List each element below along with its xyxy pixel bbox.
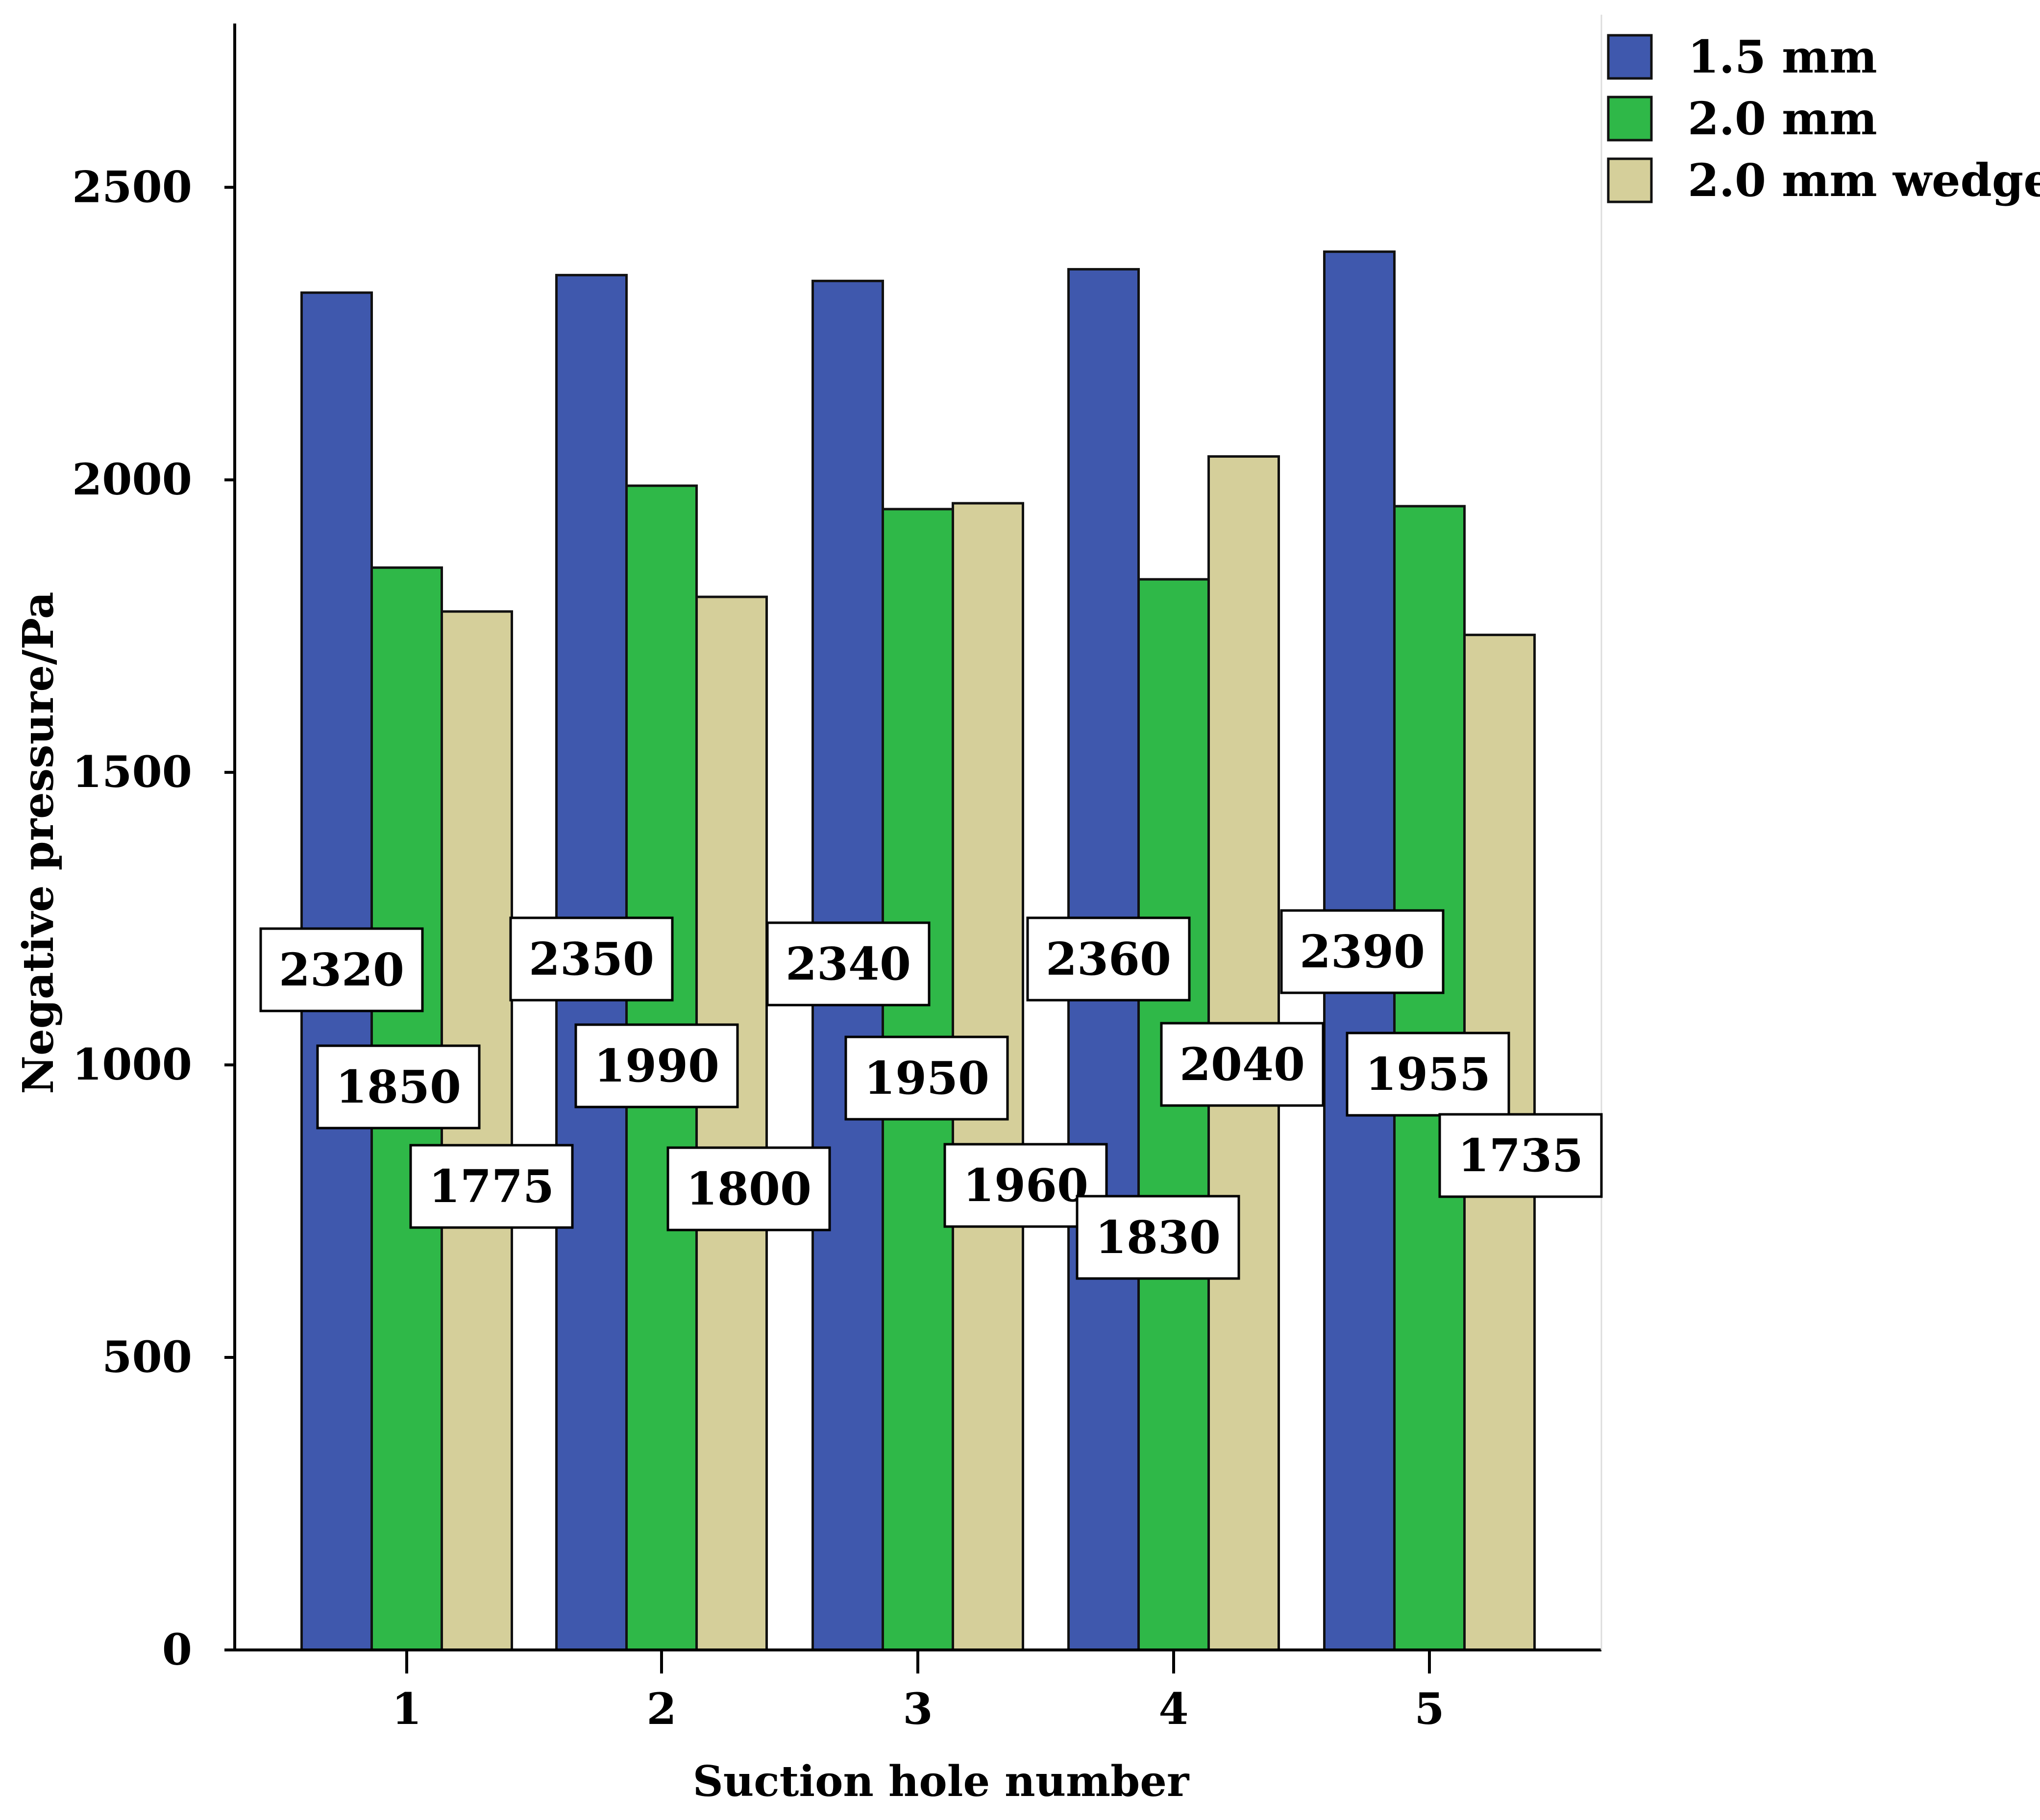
data-label-box: [409, 1144, 574, 1229]
data-label: 1800: [686, 1162, 811, 1215]
bar: [1137, 578, 1210, 1651]
data-label: 1960: [963, 1159, 1088, 1212]
legend-swatch: [1607, 96, 1653, 142]
x-tick-label: 4: [1158, 1683, 1188, 1734]
y-tick-label: 2000: [72, 454, 192, 505]
legend-swatch: [1607, 34, 1653, 80]
data-label-box: [666, 1146, 831, 1231]
data-label: 1850: [336, 1060, 461, 1113]
data-label-box: [1026, 916, 1191, 1002]
x-tick-label: 2: [646, 1683, 676, 1734]
data-label-box: [1076, 1195, 1240, 1280]
data-label-box: [844, 1035, 1009, 1121]
data-label-box: [1346, 1032, 1510, 1117]
data-label: 2360: [1046, 933, 1171, 985]
data-label: 1950: [864, 1052, 989, 1105]
bar: [441, 610, 513, 1651]
data-label-box: [509, 916, 674, 1002]
data-label-box: [259, 927, 424, 1012]
x-tick-label: 1: [392, 1683, 421, 1734]
y-tick-label: 0: [162, 1624, 192, 1675]
y-tick-label: 1000: [72, 1039, 192, 1090]
data-label-box: [574, 1023, 739, 1108]
x-tick-label: 5: [1414, 1683, 1444, 1734]
x-axis-title: Suction hole number: [693, 1757, 1190, 1806]
data-label: 1955: [1365, 1048, 1491, 1101]
y-tick-label: 1500: [72, 746, 192, 797]
data-label: 2320: [279, 943, 404, 996]
data-label: 2390: [1300, 925, 1425, 978]
data-label-box: [316, 1044, 481, 1130]
data-labels-group: 2320 1850 1775 2350 1990 1800 2340 1950 1960 2360…: [259, 909, 1603, 1280]
data-label-box: [1438, 1113, 1603, 1198]
bar: [695, 595, 768, 1651]
legend-label: 2.0 mm wedge: [1688, 154, 2040, 207]
y-tick-label: 500: [102, 1331, 192, 1382]
data-label: 1830: [1095, 1211, 1221, 1264]
data-label: 2340: [786, 937, 911, 990]
y-tick-label: 2500: [72, 161, 192, 212]
data-label: 1735: [1458, 1129, 1583, 1182]
data-label: 1775: [429, 1160, 554, 1213]
data-label: 2040: [1180, 1038, 1305, 1091]
legend-label: 1.5 mm: [1688, 30, 1877, 83]
legend-label: 2.0 mm: [1688, 92, 1877, 145]
y-axis-title: Negative pressure/Pa: [14, 591, 63, 1094]
data-label-box: [1160, 1022, 1325, 1107]
data-label: 1990: [594, 1039, 719, 1092]
data-label-box: [766, 921, 931, 1007]
ticks-group: 0 500 1000 1500 2000 2500 1 2 3 4 5: [72, 161, 1445, 1734]
data-label-box: [1280, 909, 1445, 994]
legend-swatch: [1607, 157, 1653, 203]
data-label: 2350: [529, 933, 654, 985]
legend: 1.5 mm 2.0 mm 2.0 mm wedge: [1607, 30, 2040, 207]
x-tick-label: 3: [903, 1683, 933, 1734]
